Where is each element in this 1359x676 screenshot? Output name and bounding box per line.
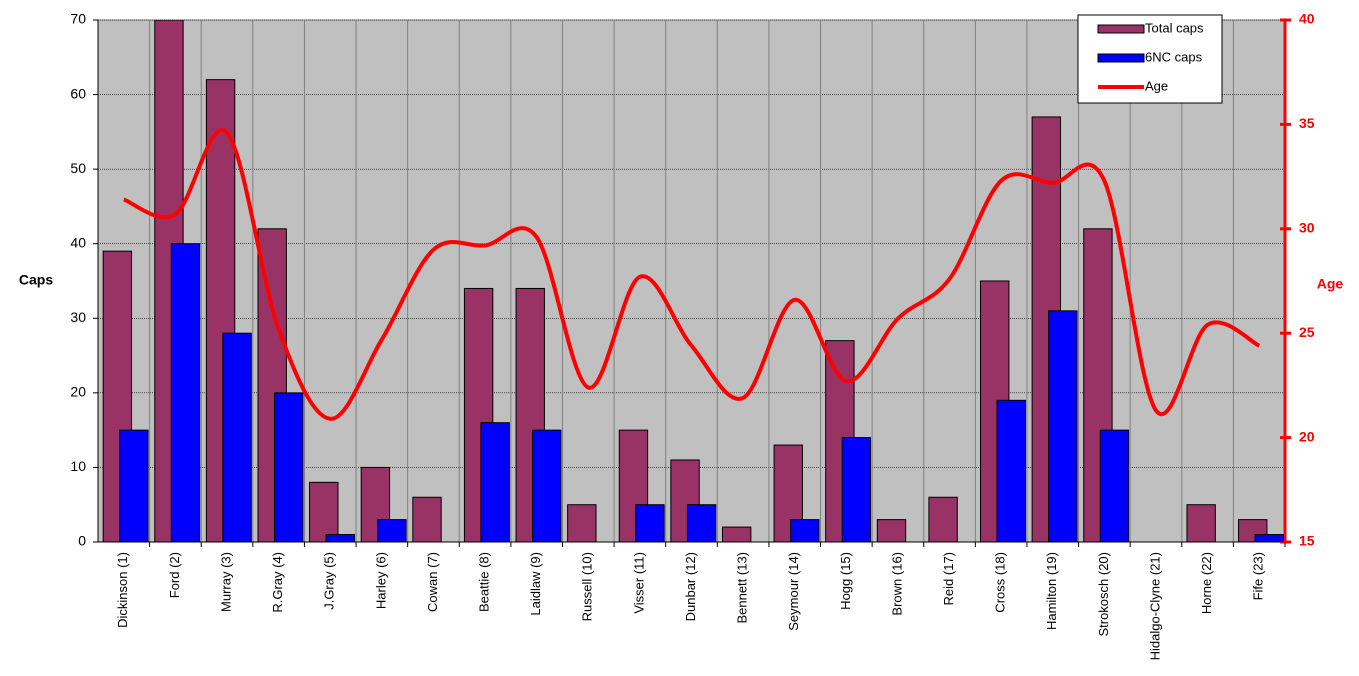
x-tick-label: Russell (10) [580, 552, 595, 621]
bar [412, 496, 442, 542]
y2-tick-label: 25 [1299, 324, 1315, 340]
bar [928, 496, 958, 542]
x-tick-label: Laidlaw (9) [528, 552, 543, 616]
x-tick-label: Ford (2) [167, 552, 182, 598]
bar [567, 504, 597, 542]
y-tick-label: 50 [70, 160, 86, 176]
y-tick-label: 20 [70, 384, 86, 400]
bar [635, 504, 665, 542]
bar [119, 429, 149, 542]
y-tick-label: 30 [70, 309, 86, 325]
bar [1099, 429, 1130, 542]
legend-label: Total caps [1145, 20, 1204, 35]
bar [618, 429, 649, 542]
bar [790, 519, 820, 542]
x-tick-label: Visser (11) [631, 552, 646, 614]
x-tick-label: Fife (23) [1251, 552, 1266, 600]
bar [721, 526, 752, 542]
bar [1048, 310, 1078, 542]
bar [996, 399, 1026, 542]
bar [274, 392, 304, 542]
bar [377, 519, 407, 542]
x-tick-label: Hidalgo-Clyne (21) [1147, 552, 1162, 660]
x-tick-label: Cross (18) [993, 552, 1008, 613]
x-tick-label: Horne (22) [1199, 552, 1214, 614]
x-tick-label: Strokosch (20) [1096, 552, 1111, 637]
bar [532, 429, 562, 542]
bar [325, 534, 355, 542]
legend-swatch [1097, 24, 1145, 34]
x-tick-label: Harley (6) [373, 552, 388, 609]
y-tick-label: 70 [70, 11, 86, 27]
x-tick-label: R.Gray (4) [270, 552, 285, 613]
bar [1254, 534, 1284, 542]
y-tick-label: 10 [70, 458, 86, 474]
bar [480, 422, 510, 542]
y2-axis-label: Age [1317, 276, 1344, 292]
x-tick-label: Reid (17) [941, 552, 956, 605]
y-tick-label: 40 [70, 234, 86, 250]
y2-tick-label: 30 [1299, 220, 1315, 236]
x-tick-label: Seymour (14) [786, 552, 801, 631]
bar [170, 243, 201, 542]
legend-label: Age [1145, 78, 1168, 93]
x-tick-label: Cowan (7) [425, 552, 440, 612]
x-tick-label: Murray (3) [218, 552, 233, 612]
bar [1186, 504, 1216, 542]
x-tick-label: Hamilton (19) [1044, 552, 1059, 630]
y-tick-label: 60 [70, 85, 86, 101]
legend-label: 6NC caps [1145, 49, 1203, 64]
x-tick-label: Bennett (13) [735, 552, 750, 624]
y2-tick-label: 15 [1299, 533, 1315, 549]
bar [222, 332, 252, 542]
y2-tick-label: 40 [1299, 11, 1315, 27]
x-tick-label: J.Gray (5) [322, 552, 337, 610]
x-tick-label: Dickinson (1) [115, 552, 130, 628]
x-tick-label: Dunbar (12) [683, 552, 698, 621]
x-tick-label: Beattie (8) [477, 552, 492, 612]
y-tick-label: 0 [78, 533, 86, 549]
x-tick-label: Brown (16) [889, 552, 904, 616]
line [123, 128, 1261, 421]
bar [309, 481, 339, 542]
bar [841, 437, 872, 542]
bar [686, 504, 717, 542]
x-tick-label: Hogg (15) [838, 552, 853, 610]
y2-tick-label: 35 [1299, 115, 1315, 131]
bar [876, 519, 907, 542]
y2-tick-label: 20 [1299, 428, 1315, 444]
legend-swatch [1097, 53, 1145, 63]
y-axis-label: Caps [19, 272, 53, 288]
